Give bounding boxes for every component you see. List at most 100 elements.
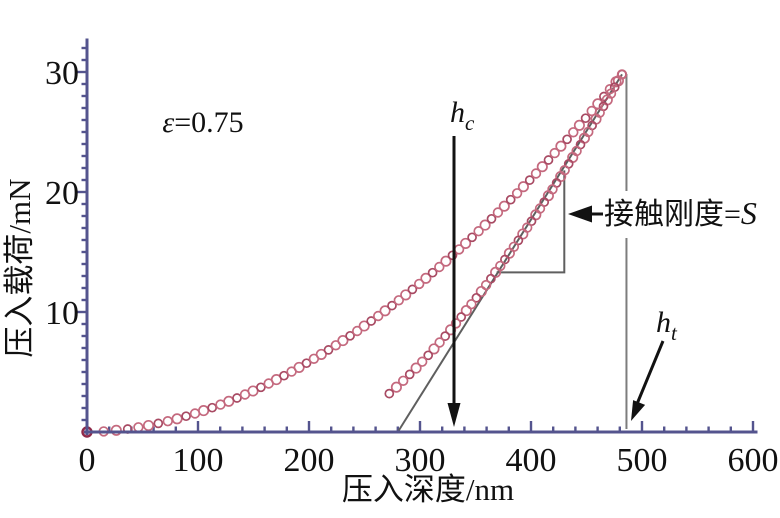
data-point-loading: [256, 382, 266, 393]
data-point-loading: [549, 147, 560, 159]
data-point-unloading: [428, 343, 440, 355]
y-tick-label: 20: [45, 175, 79, 212]
data-point-loading: [393, 295, 404, 306]
x-tick-label: 400: [506, 442, 557, 479]
data-point-unloading: [410, 362, 422, 374]
data-point-loading: [517, 181, 529, 193]
data-point-loading: [530, 168, 542, 179]
slope-triangle: [496, 170, 566, 274]
ht-arrow-icon: [631, 400, 646, 421]
data-point-loading: [511, 188, 523, 199]
data-point-loading: [270, 374, 282, 386]
data-point-loading: [181, 411, 191, 422]
data-point-loading: [536, 161, 548, 173]
data-point-loading: [400, 289, 412, 301]
data-point-loading: [207, 402, 218, 413]
data-point-unloading: [471, 292, 482, 303]
data-point-loading: [301, 358, 312, 369]
data-point-loading: [420, 272, 432, 284]
data-point-loading: [247, 385, 259, 397]
x-tick-label: 500: [617, 442, 668, 479]
data-point-loading: [407, 284, 418, 295]
data-point-loading: [604, 83, 616, 95]
data-point-loading: [505, 194, 516, 205]
data-point-loading: [414, 278, 425, 290]
data-point-unloading: [460, 305, 472, 317]
data-point-unloading: [490, 266, 502, 278]
data-point-loading: [473, 225, 484, 237]
data-point-loading: [580, 113, 591, 124]
stiffness-arrow-icon: [568, 205, 592, 223]
data-point-unloading: [423, 350, 434, 361]
data-point-loading: [153, 418, 164, 429]
x-axis-title: 压入深度/nm: [342, 472, 514, 507]
data-point-loading: [358, 320, 370, 332]
data-point-loading: [555, 140, 567, 152]
data-point-loading: [189, 408, 201, 419]
data-point-loading: [562, 134, 572, 145]
data-point-unloading: [486, 273, 496, 284]
data-point-unloading: [384, 388, 395, 399]
data-point-loading: [323, 345, 334, 355]
data-point-loading: [486, 213, 497, 224]
data-point-loading: [279, 370, 289, 381]
data-point-loading: [568, 127, 579, 138]
data-point-unloading: [404, 369, 415, 380]
data-point-loading: [337, 335, 349, 347]
data-point-loading: [379, 305, 391, 317]
data-point-unloading: [450, 318, 462, 329]
data-point-loading: [498, 200, 510, 212]
data-point-unloading: [456, 312, 467, 322]
data-point-loading: [352, 325, 363, 337]
data-point-loading: [492, 207, 504, 218]
x-tick-label: 200: [284, 442, 335, 479]
data-point-loading: [133, 422, 144, 433]
data-point-loading: [293, 361, 305, 373]
data-point-loading: [387, 300, 397, 311]
ht-arrow-shaft: [635, 340, 665, 405]
x-tick-label: 0: [79, 442, 96, 479]
data-point-loading: [232, 393, 242, 403]
data-point-loading: [366, 316, 377, 326]
y-axis-title: 压入载荷/mN: [2, 178, 37, 357]
x-tick-label: 600: [728, 442, 779, 479]
data-point-loading: [142, 419, 155, 432]
data-point-unloading: [475, 285, 487, 298]
data-point-loading: [162, 416, 173, 427]
ht-label: ht: [656, 306, 678, 345]
tick-labels: 0 100 200 300 400 500 600 10 20 30: [45, 55, 779, 479]
data-point-loading: [345, 330, 355, 341]
data-point-unloading: [440, 331, 451, 341]
data-point-unloading: [398, 375, 409, 386]
x-tick-label: 300: [395, 442, 446, 479]
data-point-loading: [171, 413, 183, 425]
data-point-loading: [479, 219, 491, 231]
stiffness-label-backdrop: [598, 191, 774, 238]
y-tick-label: 10: [45, 295, 79, 332]
data-point-loading: [110, 424, 122, 436]
data-point-loading: [460, 237, 472, 249]
data-point-loading: [315, 348, 327, 360]
hc-label: hc: [450, 96, 475, 135]
data-point-loading: [373, 310, 384, 322]
data-point-loading: [440, 255, 452, 267]
data-point-unloading: [390, 381, 402, 393]
epsilon-label: ε=0.75: [162, 106, 243, 139]
data-point-loading: [223, 395, 235, 407]
data-point-unloading: [417, 356, 428, 367]
y-tick-label: 30: [45, 55, 79, 92]
data-point-loading: [524, 175, 535, 185]
data-point-loading: [427, 267, 438, 278]
data-points: [81, 69, 628, 438]
data-point-loading: [573, 119, 585, 131]
data-point-loading: [198, 405, 210, 417]
data-point-loading: [467, 232, 477, 243]
stiffness-label: 接触刚度=S: [604, 195, 757, 231]
x-tick-label: 100: [173, 442, 224, 479]
data-point-loading: [543, 155, 554, 165]
hc-arrow-icon: [447, 403, 461, 427]
data-point-loading: [434, 261, 445, 273]
data-point-unloading: [434, 337, 445, 348]
